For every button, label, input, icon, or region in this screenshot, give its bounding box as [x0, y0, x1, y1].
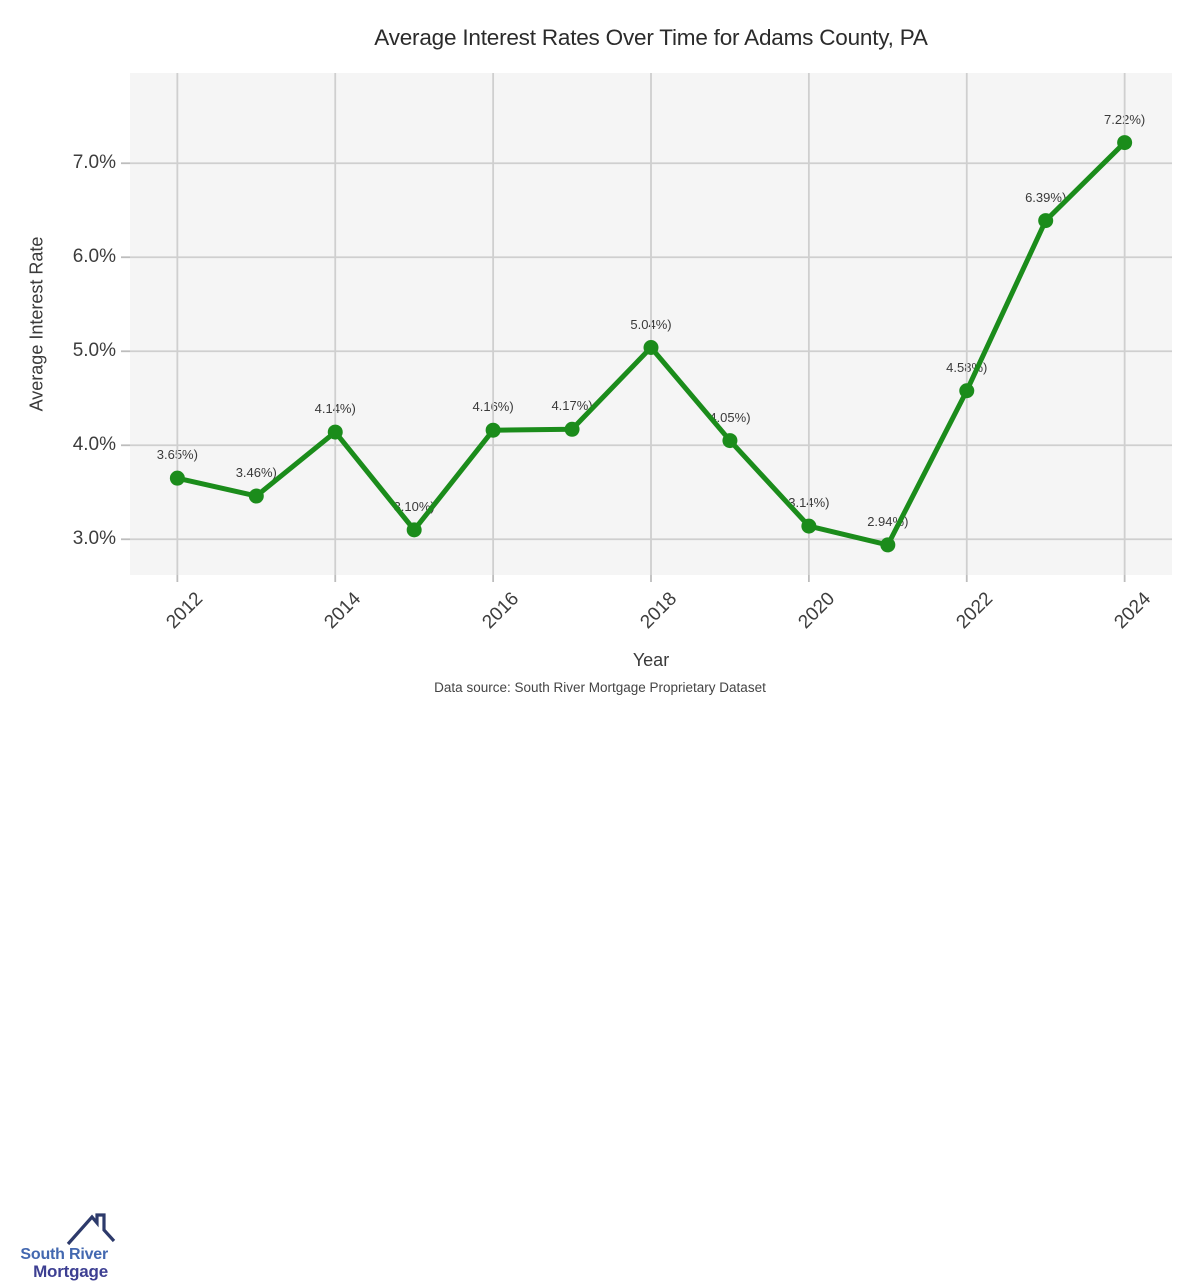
data-point-label: 4.17%)	[551, 398, 593, 414]
data-point-2016	[485, 422, 501, 438]
y-tick-label: 3.0%	[72, 528, 116, 550]
chart-figure: Average Interest Rates Over Time for Ada…	[0, 25, 1172, 1281]
data-point-2013	[248, 488, 264, 504]
data-point-2018	[643, 340, 659, 356]
y-tick-label: 5.0%	[72, 340, 116, 362]
data-point-label: 4.05%)	[709, 409, 751, 425]
y-tick-label: 4.0%	[72, 434, 116, 456]
chart-canvas	[121, 73, 1172, 582]
house-roof-icon	[66, 1213, 116, 1246]
data-point-label: 6.39%)	[1025, 189, 1067, 205]
logo-text-mortgage: Mortgage	[33, 1262, 108, 1281]
data-point-label: 3.10%)	[393, 498, 435, 514]
data-point-2021	[880, 537, 896, 553]
data-source-note: Data source: South River Mortgage Propri…	[434, 680, 766, 695]
y-tick-label: 6.0%	[72, 246, 116, 268]
data-point-2023	[1038, 213, 1054, 229]
data-point-2017	[564, 421, 580, 437]
data-point-2019	[722, 433, 738, 449]
data-point-2012	[169, 470, 185, 486]
data-point-2022	[959, 383, 975, 399]
data-point-2020	[801, 518, 817, 534]
chart-title: Average Interest Rates Over Time for Ada…	[374, 25, 928, 50]
data-point-2024	[1117, 135, 1133, 151]
data-point-2015	[406, 522, 422, 538]
y-tick-label: 7.0%	[72, 152, 116, 174]
data-point-2014	[327, 424, 343, 440]
south-river-mortgage-logo: South River Mortgage	[0, 605, 130, 1281]
data-point-label: 3.46%)	[235, 465, 277, 481]
x-axis-title: Year	[632, 650, 670, 670]
house-roof-path	[66, 1213, 116, 1246]
